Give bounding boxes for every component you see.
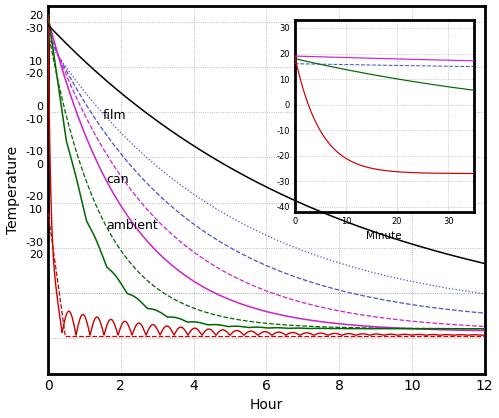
Text: film: film [103,109,126,122]
X-axis label: Hour: Hour [250,398,283,413]
Text: can: can [106,173,129,186]
Y-axis label: Temperature: Temperature [5,146,19,234]
Text: ambient: ambient [106,219,158,232]
